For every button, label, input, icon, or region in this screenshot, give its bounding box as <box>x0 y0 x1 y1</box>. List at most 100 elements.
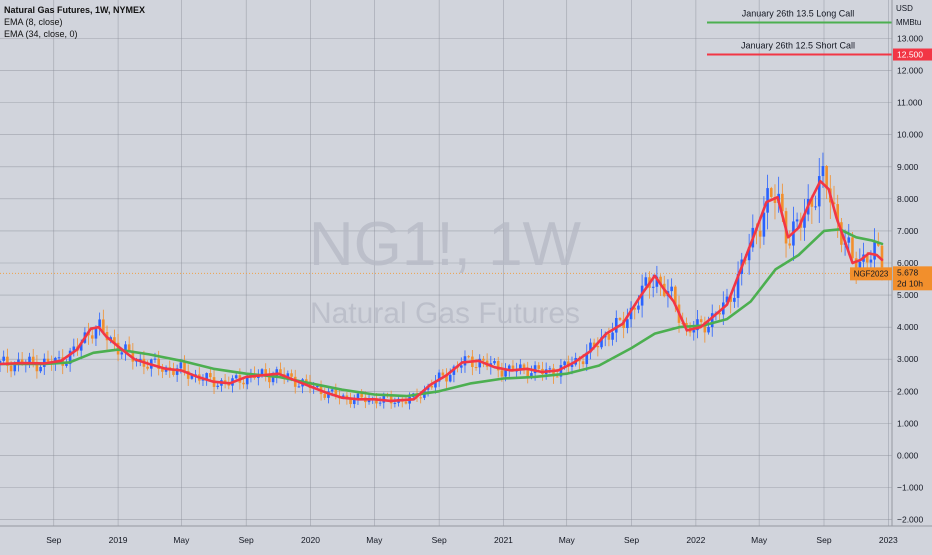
candle-body <box>146 366 149 369</box>
candle-body <box>851 237 854 259</box>
candle-body <box>618 317 622 320</box>
y-tick-label: −1.000 <box>897 483 924 493</box>
candle-body <box>31 356 35 362</box>
candle-body <box>504 369 507 377</box>
y-tick-label: 11.000 <box>897 98 923 108</box>
x-tick-label: Sep <box>432 535 447 545</box>
candle-body <box>98 319 101 327</box>
badge-price-bg <box>893 266 932 291</box>
candle-body <box>297 386 301 388</box>
candle-body <box>633 307 637 310</box>
x-tick-label: 2019 <box>109 535 128 545</box>
candle-body <box>500 370 504 377</box>
candle-body <box>725 296 729 303</box>
candle-body <box>441 372 445 376</box>
candle-body <box>762 212 766 237</box>
candle-body <box>496 361 500 371</box>
candle-body <box>467 356 470 358</box>
axis-unit: MMBtu <box>896 18 921 27</box>
candle-body <box>703 322 707 333</box>
candle-body <box>9 365 13 372</box>
candle-body <box>670 286 673 292</box>
candle-body <box>876 242 880 246</box>
badge-price: 5.678 <box>897 267 919 277</box>
candle-body <box>548 368 552 370</box>
candle-body <box>279 369 282 375</box>
x-tick-label: May <box>366 535 383 545</box>
candle-body <box>120 352 124 355</box>
candle-body <box>626 319 629 329</box>
candle-body <box>865 254 869 263</box>
candle-body <box>57 357 61 359</box>
candle-body <box>437 372 441 382</box>
candle-body <box>847 237 851 243</box>
candle-body <box>655 276 659 287</box>
candle-body <box>356 393 360 400</box>
candle-body <box>821 166 825 177</box>
candle-body <box>304 379 308 382</box>
candle-body <box>175 368 179 375</box>
candle-body <box>463 356 467 366</box>
time-axis[interactable]: Sep 2019 May Sep 2020 May Sep 2021 May Sep 2022 May… <box>46 535 898 545</box>
chart-legend: Natural Gas Futures, 1W, NYMEX EMA (8, c… <box>4 4 145 40</box>
candle-body <box>736 273 740 298</box>
candle-body <box>205 373 208 380</box>
candle-body <box>758 230 762 237</box>
candle-body <box>124 344 127 353</box>
x-tick-label: May <box>559 535 576 545</box>
candle-body <box>172 370 175 375</box>
candle-body <box>674 286 677 305</box>
x-tick-label: Sep <box>624 535 639 545</box>
candle-body <box>0 360 2 365</box>
candle-body <box>161 369 164 372</box>
candle-body <box>209 373 212 378</box>
candle-body <box>242 382 245 385</box>
candle-body <box>519 364 522 371</box>
annotations: January 26th 13.5 Long Call January 26th … <box>707 8 892 56</box>
candle-body <box>419 397 422 399</box>
candle-body <box>234 375 238 379</box>
candle-body <box>264 369 268 376</box>
candle-body <box>600 337 603 348</box>
candle-body <box>507 365 511 370</box>
candle-body <box>825 166 828 189</box>
candle-body <box>445 375 448 382</box>
candle-body <box>138 358 142 361</box>
price-axis[interactable]: 13.000 12.000 11.000 10.000 9.000 8.000 7.000 6… <box>893 33 932 525</box>
candle-body <box>526 368 530 377</box>
candle-body <box>869 259 873 263</box>
candle-body <box>718 312 721 315</box>
candle-body <box>375 398 378 404</box>
candle-body <box>286 373 290 378</box>
legend-ema-slow[interactable]: EMA (34, close, 0) <box>4 29 78 39</box>
candle-body <box>769 188 773 197</box>
candle-body <box>522 364 526 369</box>
y-tick-label: 7.000 <box>897 226 919 236</box>
candle-body <box>710 313 714 328</box>
candle-body <box>511 365 515 371</box>
candle-body <box>190 375 194 379</box>
candle-body <box>814 206 817 208</box>
candle-body <box>65 364 68 366</box>
x-tick-label: Sep <box>816 535 831 545</box>
candle-body <box>6 356 9 366</box>
candle-body <box>832 202 836 205</box>
candle-body <box>589 342 592 353</box>
x-tick-label: Sep <box>239 535 254 545</box>
candle-body <box>614 317 618 333</box>
grid <box>0 0 892 526</box>
candle-body <box>707 327 710 333</box>
candle-body <box>474 367 478 369</box>
y-tick-label: 3.000 <box>897 354 919 364</box>
y-highlight-bg <box>893 48 932 61</box>
candle-body <box>854 258 858 271</box>
candle-body <box>323 394 327 398</box>
y-tick-label: 6.000 <box>897 258 919 268</box>
candle-body <box>13 363 17 372</box>
candle-body <box>530 373 533 377</box>
legend-main[interactable]: Natural Gas Futures, 1W, NYMEX <box>4 5 146 15</box>
legend-ema-fast[interactable]: EMA (8, close) <box>4 17 63 27</box>
candle-body <box>570 364 574 367</box>
candle-body <box>360 393 363 398</box>
